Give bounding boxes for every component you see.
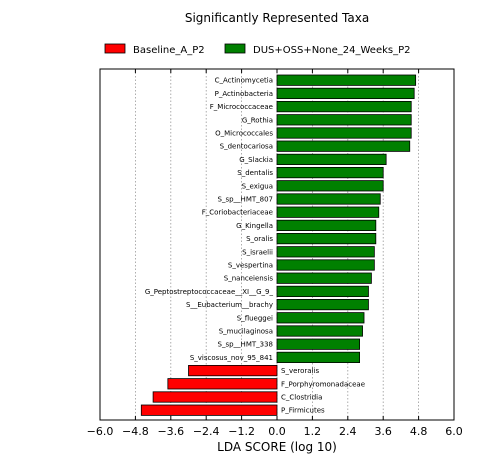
bar-label-F_Coriobacteriaceae: F_Coriobacteriaceae: [202, 209, 273, 217]
bar-P_Firmicutes: [140, 404, 278, 416]
bar-O_Micrococcales: [276, 127, 412, 139]
bar-label-S_veroralis: S_veroralis: [281, 367, 319, 375]
legend-label-baseline: Baseline_A_P2: [133, 45, 205, 56]
bar-label-G_Kingella: G_Kingella: [236, 222, 273, 230]
bar-G_Kingella: [276, 219, 377, 231]
bar-S_dentalis: [276, 166, 384, 179]
x-tick-label-8: 3.6: [374, 425, 392, 438]
bar-S_veroralis: [188, 364, 278, 377]
x-axis-label: LDA SCORE (log 10): [217, 440, 337, 454]
bar-label-F_Porphyromonadaceae: F_Porphyromonadaceae: [281, 380, 365, 388]
bar-S_oralis: [276, 232, 377, 245]
bar-label-S_sp__HMT_807: S_sp__HMT_807: [218, 196, 273, 204]
bar-S_flueggei: [276, 312, 365, 324]
x-tick-label-3: −2.4: [193, 425, 220, 438]
x-tick-label-4: −1.2: [228, 425, 255, 438]
legend-swatch-dus: [224, 43, 246, 54]
x-tick-label-9: 4.8: [410, 425, 428, 438]
bar-P_Actinobacteria: [276, 87, 415, 99]
bar-F_Micrococcaceae: [276, 101, 412, 113]
bar-C_Actinomycetia: [276, 74, 417, 86]
bar-label-O_Micrococcales: O_Micrococcales: [215, 130, 273, 138]
bar-S_exigua: [276, 180, 384, 192]
bar-label-S_mucilaginosa: S_mucilaginosa: [219, 328, 273, 336]
bar-G_Rothia: [276, 114, 412, 126]
bar-S_viscosus_nov_95_841: [276, 351, 360, 364]
bar-S_israelii: [276, 246, 375, 258]
bar-S_dentocariosa: [276, 140, 411, 152]
bar-label-P_Firmicutes: P_Firmicutes: [281, 407, 325, 415]
bar-S_sp__HMT_338: [276, 338, 360, 350]
bar-label-C_Clostridia: C_Clostridia: [281, 394, 322, 402]
bar-label-S_viscosus_nov_95_841: S_viscosus_nov_95_841: [190, 354, 273, 362]
axes: −6.0 −4.8 −3.6 −2.4 −1.2 0.0 1.2 2.4 3.6 4.8 6.0: [87, 68, 463, 438]
x-tick-label-2: −3.6: [157, 425, 184, 438]
bar-label-G_Rothia: G_Rothia: [242, 116, 273, 124]
bar-label-F_Micrococcaceae: F_Micrococcaceae: [210, 103, 273, 111]
bar-S_vespertina: [276, 259, 375, 271]
bar-label-P_Actinobacteria: P_Actinobacteria: [215, 90, 273, 98]
bars: [140, 74, 417, 416]
x-tick-label-0: −6.0: [87, 425, 114, 438]
bar-S_nanceiensis: [276, 272, 372, 284]
bar-label-G_Slackia: G_Slackia: [239, 156, 273, 164]
x-tick-label-1: −4.8: [122, 425, 149, 438]
bar-G_Slackia: [276, 153, 387, 165]
bar-S_sp__HMT_807: [276, 193, 381, 205]
bar-S__Eubacterium__brachy: [276, 298, 369, 311]
bar-label-S_israelii: S_israelii: [242, 248, 273, 256]
legend: Baseline_A_P2 DUS+OSS+None_24_Weeks_P2: [104, 43, 411, 56]
bar-label-S_dentocariosa: S_dentocariosa: [220, 143, 273, 151]
bar-F_Porphyromonadaceae: [167, 378, 278, 390]
bar-G_Peptostreptococcaceae__XI__G_9_: [276, 285, 369, 298]
x-tick-label-7: 2.4: [339, 425, 357, 438]
bar-label-S_exigua: S_exigua: [242, 182, 273, 190]
bar-label-S__Eubacterium__brachy: S__Eubacterium__brachy: [186, 301, 273, 309]
bar-label-S_oralis: S_oralis: [246, 235, 273, 243]
chart-title: Significantly Represented Taxa: [185, 11, 369, 25]
bar-F_Coriobacteriaceae: [276, 206, 380, 218]
bar-labels: C_Actinomycetia P_Actinobacteria F_Microco…: [145, 77, 365, 415]
legend-label-dus: DUS+OSS+None_24_Weeks_P2: [253, 45, 411, 56]
x-tick-label-10: 6.0: [445, 425, 463, 438]
bar-label-S_nanceiensis: S_nanceiensis: [224, 275, 274, 283]
x-tick-label-6: 1.2: [304, 425, 322, 438]
x-tick-label-5: 0.0: [268, 425, 286, 438]
bar-label-S_sp__HMT_338: S_sp__HMT_338: [218, 341, 273, 349]
legend-swatch-baseline: [104, 43, 126, 54]
bar-label-C_Actinomycetia: C_Actinomycetia: [215, 77, 273, 85]
bar-label-S_flueggei: S_flueggei: [237, 314, 273, 322]
bar-label-S_vespertina: S_vespertina: [228, 262, 273, 270]
bar-label-G_Peptostreptococcaceae__XI__G_9_: G_Peptostreptococcaceae__XI__G_9_: [145, 288, 274, 296]
bar-C_Clostridia: [152, 391, 278, 403]
bar-S_mucilaginosa: [276, 325, 363, 337]
bar-label-S_dentalis: S_dentalis: [237, 169, 273, 177]
